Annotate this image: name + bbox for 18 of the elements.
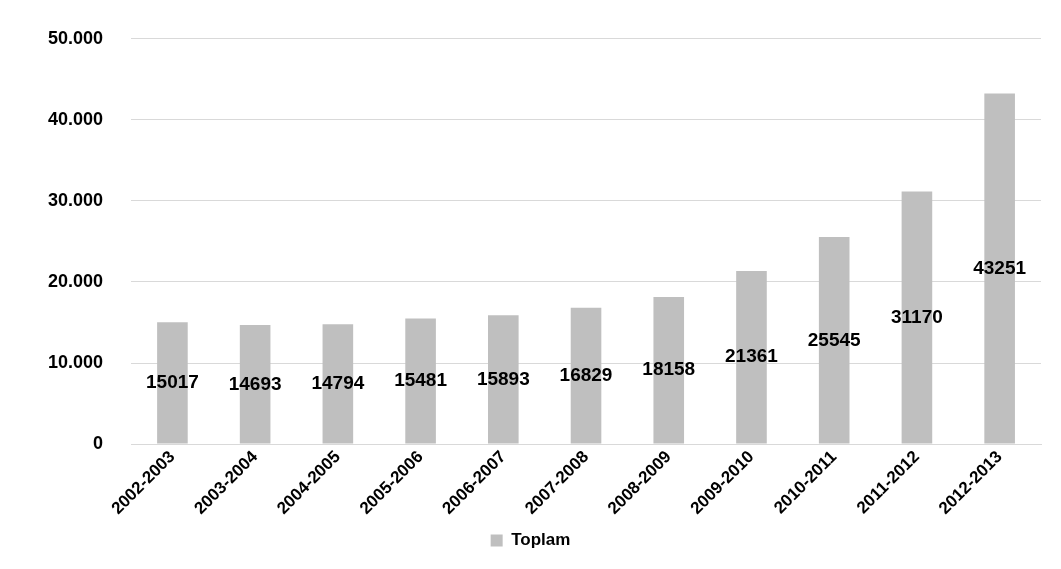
y-tick-label: 20.000 [47,270,104,291]
data-label: 31170 [891,305,943,327]
data-label: 15017 [145,371,199,393]
y-tick-label: 40.000 [47,108,104,129]
data-label: 14794 [311,372,365,394]
data-label: 15893 [476,367,530,389]
y-tick-label: 30.000 [47,189,104,210]
data-label: 18158 [642,358,696,380]
y-tick-label: 0 [93,433,104,454]
data-label: 15481 [394,369,448,391]
y-tick-label: 10.000 [47,352,104,372]
legend-label: Toplam [511,530,571,550]
data-label: 43251 [973,256,1027,278]
data-label: 16829 [559,363,613,385]
data-label: 25545 [807,328,862,350]
data-label: 14693 [228,372,282,394]
y-tick-label: 50.000 [47,27,104,48]
data-label: 21361 [725,345,779,367]
